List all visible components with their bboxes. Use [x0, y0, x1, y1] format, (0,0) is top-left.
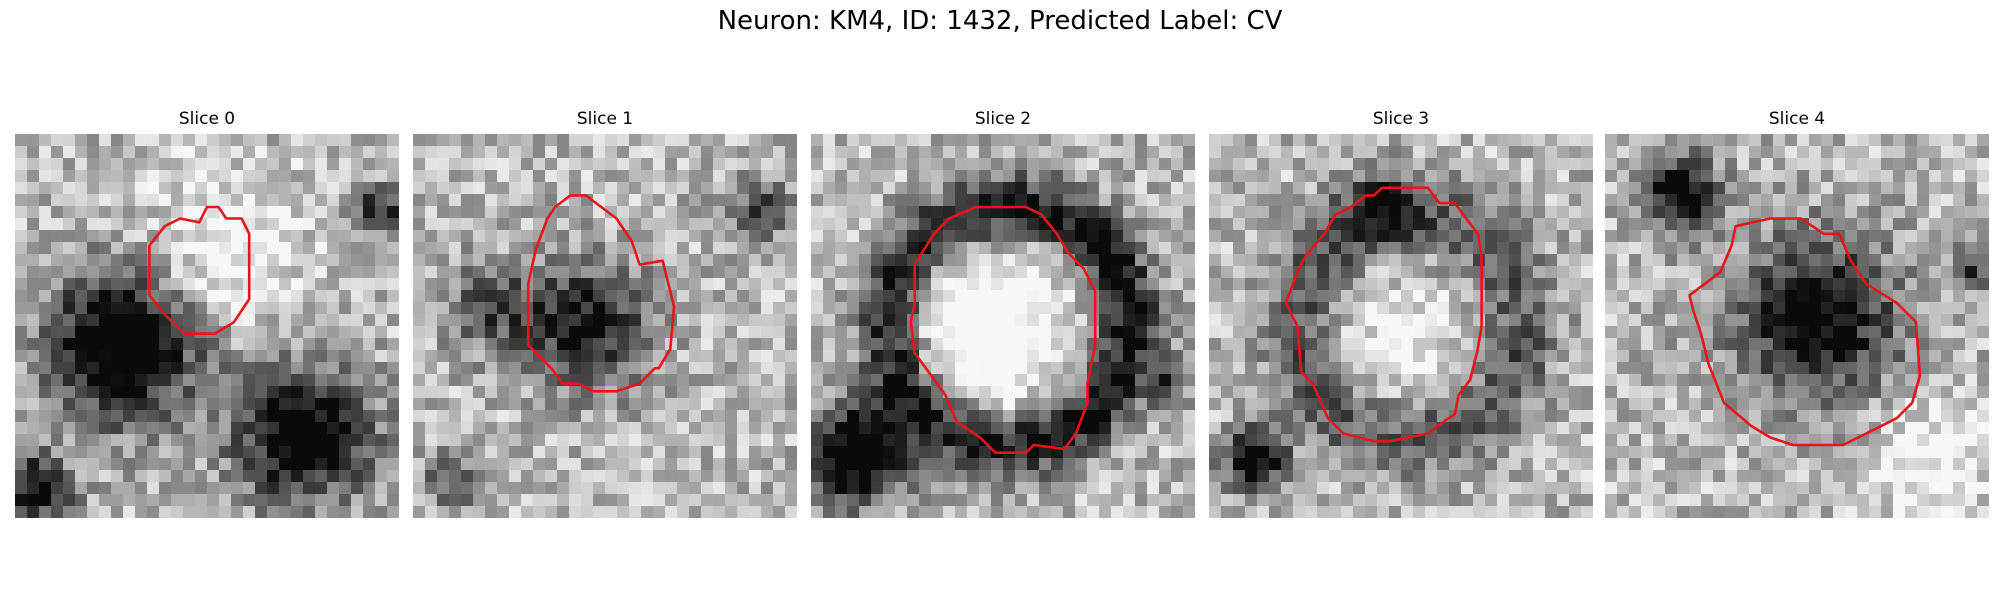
- slice-title: Slice 4: [1768, 109, 1826, 129]
- slice-title: Slice 3: [1372, 109, 1430, 129]
- slice-image: [1605, 134, 1989, 518]
- slice-title: Slice 2: [974, 109, 1032, 129]
- segmentation-contour: [1284, 186, 1483, 443]
- slice-image: [413, 134, 797, 518]
- slice-image: [811, 134, 1195, 518]
- slice-title: Slice 0: [178, 109, 236, 129]
- slice-panel-0: Slice 0: [15, 108, 399, 518]
- figure-title: Neuron: KM4, ID: 1432, Predicted Label: …: [717, 6, 1283, 36]
- slice-panel-2: Slice 2: [811, 108, 1195, 518]
- slice-panel-3: Slice 3: [1209, 108, 1593, 518]
- slice-image: [15, 134, 399, 518]
- segmentation-contour: [1688, 217, 1922, 447]
- segmentation-contour: [909, 205, 1097, 455]
- slice-image: [1209, 134, 1593, 518]
- slice-title: Slice 1: [576, 109, 634, 129]
- segmentation-contour: [526, 194, 676, 393]
- segmentation-contour: [148, 205, 251, 335]
- slice-panel-1: Slice 1: [413, 108, 797, 518]
- slice-panel-4: Slice 4: [1605, 108, 1989, 518]
